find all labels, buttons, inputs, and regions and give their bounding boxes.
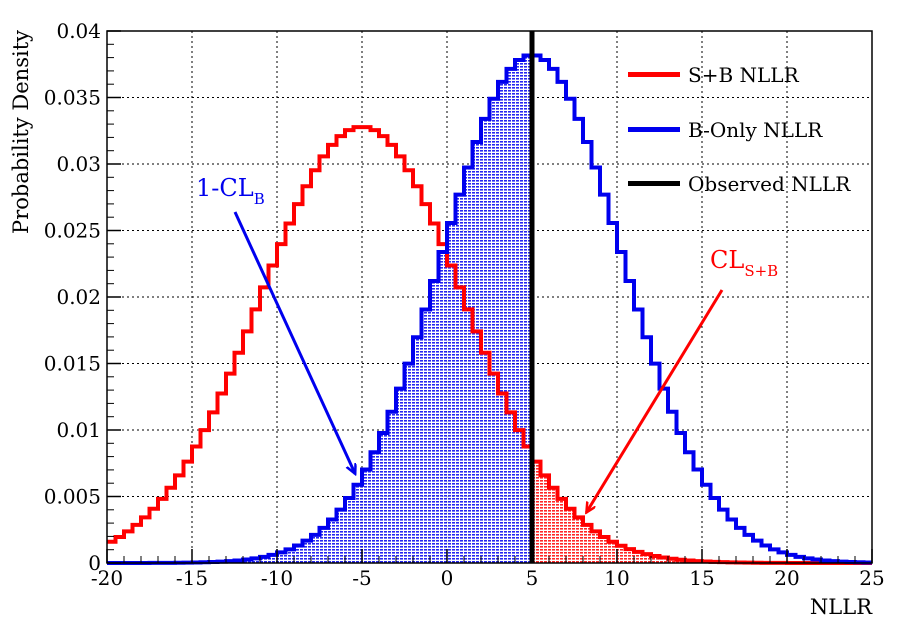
x-tick-label: 20 bbox=[774, 566, 799, 590]
annotation-1-cl-b-sub: B bbox=[254, 190, 265, 208]
x-tick-label: -10 bbox=[261, 566, 293, 590]
svg-text:1-CLB: 1-CLB bbox=[196, 174, 265, 208]
legend-swatch-observed bbox=[628, 181, 680, 186]
tick-labels: -20 -15 -10 -5 0 5 10 15 20 25 0 0.005 0.01 0.015 0.02… bbox=[44, 19, 885, 590]
legend-label-observed: Observed NLLR bbox=[688, 172, 851, 196]
y-tick-label: 0 bbox=[88, 551, 101, 575]
y-tick-label: 0.04 bbox=[56, 19, 101, 43]
legend-label-b-only: B-Only NLLR bbox=[688, 118, 823, 142]
annotation-1-cl-b-main: 1-CL bbox=[196, 174, 254, 202]
annotation-1-cl-b-arrow bbox=[233, 211, 355, 474]
tick-marks bbox=[106, 30, 873, 564]
svg-text:CLS+B: CLS+B bbox=[710, 246, 778, 280]
x-tick-label: 15 bbox=[689, 566, 714, 590]
annotation-cl-s-plus-b: CLS+B bbox=[586, 246, 778, 512]
y-tick-label: 0.01 bbox=[56, 418, 101, 442]
y-tick-label: 0.035 bbox=[44, 86, 101, 110]
annotation-cl-s-plus-b-arrow bbox=[586, 289, 724, 512]
x-tick-label: 0 bbox=[441, 566, 454, 590]
legend-swatch-b-only bbox=[628, 127, 680, 132]
y-axis-title: Probability Density bbox=[9, 30, 33, 234]
x-tick-label: -5 bbox=[352, 566, 371, 590]
y-tick-label: 0.025 bbox=[44, 219, 101, 243]
y-tick-label: 0.015 bbox=[44, 352, 101, 376]
shaded-regions bbox=[107, 55, 872, 563]
legend-label-s-plus-b: S+B NLLR bbox=[688, 63, 800, 87]
x-tick-label: -20 bbox=[91, 566, 123, 590]
y-tick-label: 0.005 bbox=[44, 485, 101, 509]
shaded-region-0 bbox=[107, 55, 532, 563]
series-b-only-line bbox=[107, 53, 872, 565]
y-tick-label: 0.03 bbox=[56, 152, 101, 176]
legend-swatch-s-plus-b bbox=[628, 72, 680, 77]
x-axis-title: NLLR bbox=[810, 595, 873, 619]
x-tick-label: 10 bbox=[604, 566, 629, 590]
x-tick-label: 5 bbox=[526, 566, 539, 590]
y-tick-label: 0.02 bbox=[56, 285, 101, 309]
x-tick-label: -15 bbox=[176, 566, 208, 590]
shaded-region-1 bbox=[532, 461, 872, 563]
annotation-cl-s-plus-b-main: CL bbox=[710, 246, 744, 274]
annotation-1-cl-b: 1-CLB bbox=[196, 174, 355, 474]
annotation-cl-s-plus-b-sub: S+B bbox=[744, 262, 778, 280]
x-tick-label: 25 bbox=[859, 566, 884, 590]
legend: S+B NLLR B-Only NLLR Observed NLLR bbox=[628, 63, 851, 196]
